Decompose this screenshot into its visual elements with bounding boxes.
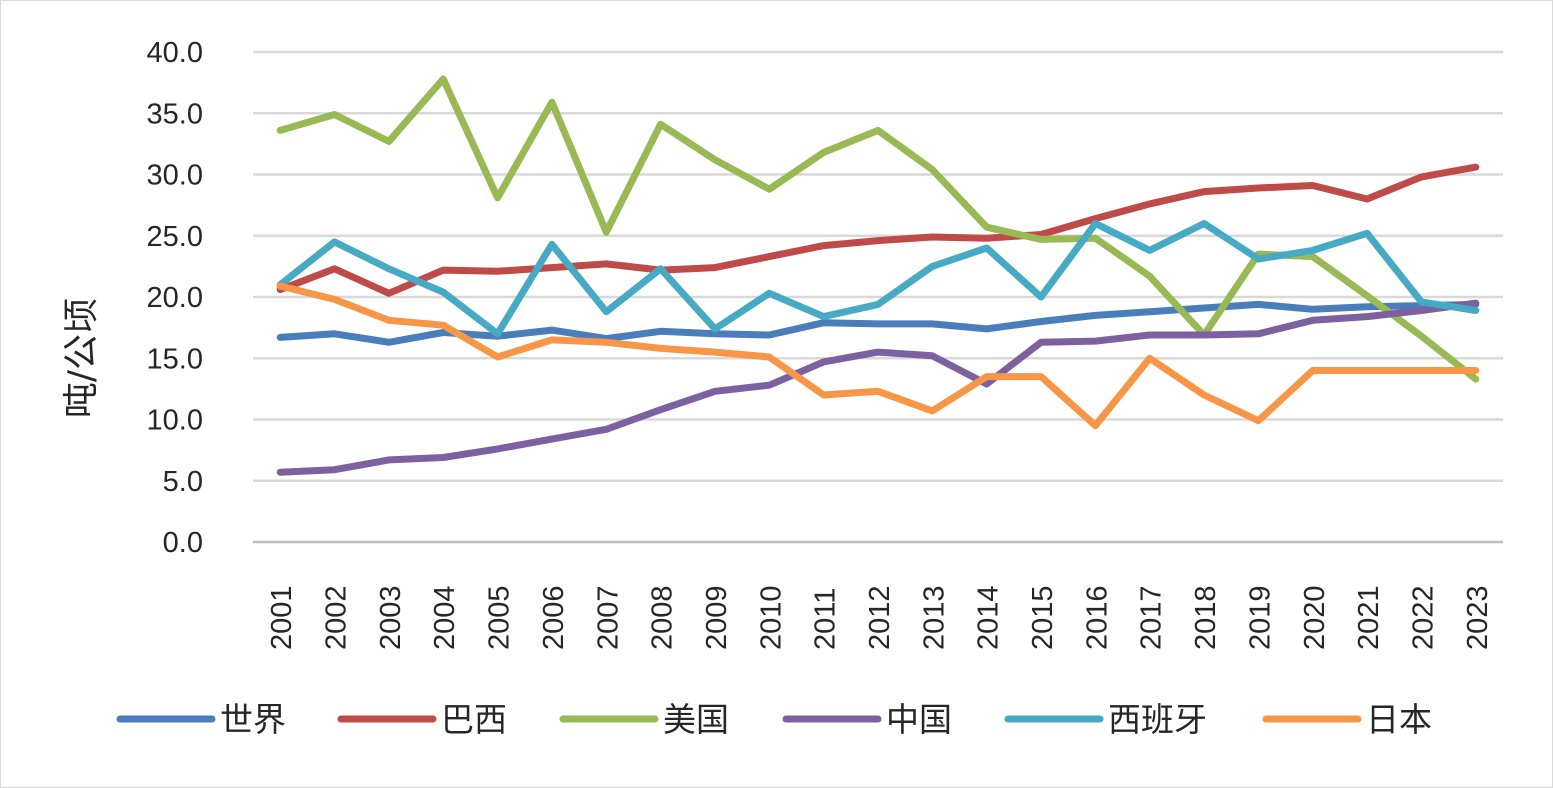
x-tick-label: 2003 <box>375 585 407 650</box>
x-tick-label: 2011 <box>810 588 842 650</box>
y-tick-label: 0.0 <box>163 527 203 559</box>
y-tick-label: 35.0 <box>147 98 203 130</box>
y-tick-label: 20.0 <box>147 282 203 314</box>
legend-label: 西班牙 <box>1108 700 1207 739</box>
x-tick-label: 2018 <box>1190 585 1222 650</box>
x-tick-label: 2007 <box>592 585 624 650</box>
x-tick-label: 2012 <box>864 585 896 650</box>
x-tick-label: 2022 <box>1407 585 1439 650</box>
legend-label: 日本 <box>1366 700 1432 739</box>
x-tick-label: 2021 <box>1353 585 1385 650</box>
series-line-日本 <box>276 282 1480 430</box>
x-tick-label: 2002 <box>321 585 353 650</box>
y-tick-label: 5.0 <box>163 466 203 498</box>
y-tick-label: 15.0 <box>147 343 203 375</box>
y-tick-label: 40.0 <box>147 37 203 69</box>
x-tick-label: 2015 <box>1027 585 1059 650</box>
y-tick-label: 30.0 <box>147 160 203 192</box>
legend-label: 美国 <box>663 700 729 739</box>
y-axis-label: 吨/公顷 <box>61 298 102 418</box>
x-tick-label: 2006 <box>538 585 570 650</box>
legend-label: 巴西 <box>441 700 507 739</box>
x-tick-label: 2019 <box>1244 585 1276 650</box>
series-line-世界 <box>276 300 1480 346</box>
y-tick-label: 25.0 <box>147 221 203 253</box>
x-tick-label: 2005 <box>484 585 516 650</box>
x-tick-label: 2004 <box>429 585 461 650</box>
x-tick-label: 2008 <box>647 585 679 650</box>
y-tick-label: 10.0 <box>147 405 203 437</box>
x-tick-label: 2013 <box>918 585 950 650</box>
legend-label: 世界 <box>220 700 286 739</box>
legend-label: 中国 <box>886 700 952 739</box>
x-tick-label: 2017 <box>1136 585 1168 650</box>
x-tick-label: 2010 <box>755 585 787 650</box>
x-tick-label: 2014 <box>973 585 1005 650</box>
x-tick-label: 2020 <box>1299 585 1331 650</box>
series-line-中国 <box>276 299 1480 476</box>
x-tick-label: 2016 <box>1081 585 1113 650</box>
series-line-西班牙 <box>276 220 1480 338</box>
x-tick-label: 2001 <box>266 585 298 650</box>
series-line-巴西 <box>276 163 1480 297</box>
x-tick-label: 2023 <box>1462 585 1494 650</box>
x-tick-label: 2009 <box>701 585 733 650</box>
